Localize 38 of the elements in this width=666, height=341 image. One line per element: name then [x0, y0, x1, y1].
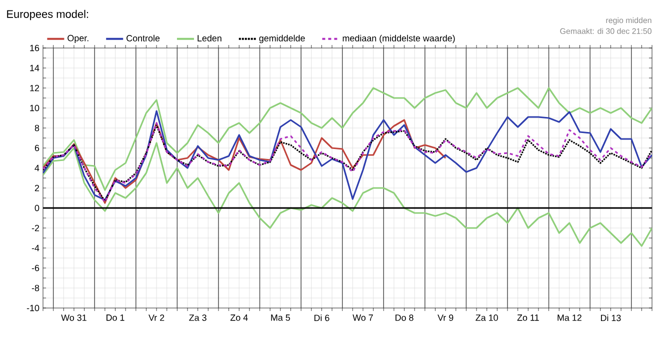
- y-tick-label: 2: [34, 184, 40, 192]
- y-tick-label: 4: [34, 164, 40, 172]
- chart-title: Europees model:: [7, 10, 88, 20]
- x-tick-label: Ma 5: [271, 314, 290, 321]
- y-tick-label: 8: [34, 124, 40, 132]
- x-tick-label: Wo 7: [352, 314, 373, 321]
- legend-label: Leden: [198, 34, 222, 42]
- x-tick-label: Za 10: [476, 314, 498, 321]
- x-tick-label: Di 6: [314, 314, 330, 322]
- x-tick-label: Wo 31: [61, 314, 86, 321]
- y-tick-label: 14: [30, 64, 40, 72]
- x-tick-label: Ma 12: [558, 314, 582, 321]
- y-tick-label: -4: [32, 244, 40, 252]
- legend-label: Controle: [126, 34, 160, 42]
- legend-label: gemiddelde: [259, 34, 305, 44]
- legend-label: mediaan (middelste waarde): [342, 34, 455, 44]
- y-tick-label: 16: [30, 44, 40, 52]
- y-tick-label: -10: [26, 304, 40, 312]
- y-tick-label: -8: [32, 284, 40, 292]
- x-tick-label: Vr 2: [148, 314, 164, 321]
- x-tick-label: Do 8: [396, 314, 414, 321]
- y-tick-label: 0: [34, 204, 40, 212]
- y-tick-label: 10: [30, 104, 40, 112]
- y-tick-label: 6: [34, 144, 40, 152]
- legend-label: Oper.: [68, 34, 88, 44]
- y-tick-label: -2: [32, 224, 40, 232]
- x-tick-label: Vr 9: [438, 314, 454, 321]
- x-tick-label: Zo 11: [517, 314, 539, 321]
- x-tick-label: Do 1: [106, 314, 124, 321]
- x-tick-label: Za 3: [189, 314, 206, 321]
- y-tick-label: -6: [32, 264, 40, 272]
- line-series: [43, 119, 446, 204]
- y-tick-label: 12: [30, 84, 40, 92]
- x-tick-label: Di 13: [600, 314, 621, 322]
- line-series: [43, 87, 652, 191]
- line-series: [43, 142, 652, 247]
- x-tick-label: Zo 4: [230, 314, 248, 321]
- line-series: [43, 110, 652, 201]
